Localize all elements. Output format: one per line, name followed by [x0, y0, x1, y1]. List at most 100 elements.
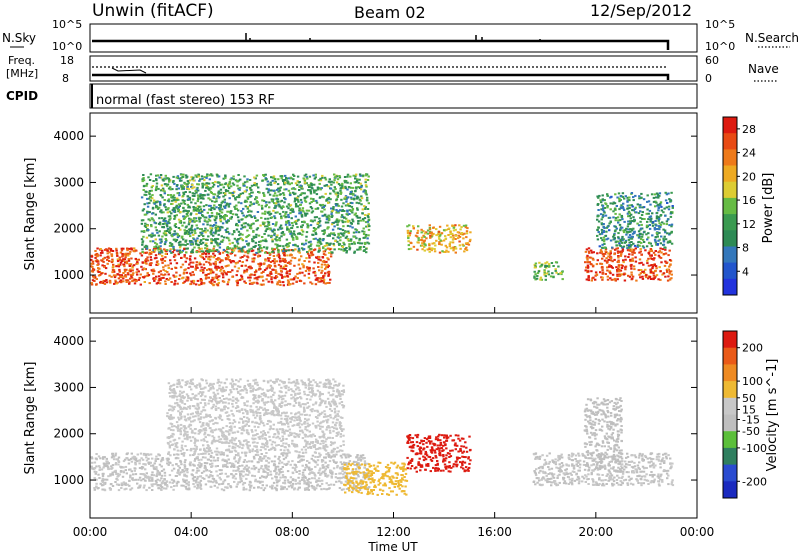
data-cell: [194, 209, 197, 212]
data-cell: [640, 241, 643, 244]
data-cell: [357, 186, 360, 188]
data-cell: [283, 463, 286, 466]
data-cell: [147, 218, 150, 221]
data-cell: [631, 235, 634, 238]
data-cell: [181, 176, 184, 178]
data-cell: [241, 212, 244, 215]
data-cell: [224, 194, 227, 197]
data-cell: [167, 187, 171, 190]
data-cell: [293, 264, 296, 267]
data-cell: [275, 479, 278, 482]
data-cell: [290, 254, 293, 256]
data-cell: [296, 198, 299, 201]
data-cell: [121, 254, 124, 257]
data-cell: [264, 238, 267, 241]
data-cell: [341, 453, 345, 456]
data-cell: [212, 231, 215, 234]
data-cell: [211, 200, 214, 203]
data-cell: [536, 272, 540, 275]
data-cell: [628, 253, 631, 256]
data-cell: [657, 225, 661, 228]
data-cell: [120, 482, 123, 485]
data-cell: [281, 257, 284, 260]
data-cell: [554, 269, 557, 272]
data-cell: [621, 226, 624, 229]
data-cell: [223, 205, 227, 208]
data-cell: [191, 474, 194, 477]
data-cell: [217, 233, 220, 236]
data-cell: [210, 471, 213, 473]
data-cell: [170, 469, 174, 472]
data-cell: [228, 242, 232, 245]
data-cell: [284, 244, 288, 247]
data-cell: [140, 238, 144, 241]
data-cell: [164, 280, 167, 283]
data-cell: [426, 232, 429, 235]
data-cell: [653, 276, 656, 279]
data-cell: [298, 249, 301, 252]
data-cell: [193, 257, 197, 260]
data-cell: [167, 273, 170, 276]
data-cell: [224, 206, 227, 209]
data-cell: [360, 479, 363, 482]
data-cell: [241, 250, 244, 253]
data-cell: [208, 280, 211, 283]
data-cell: [282, 206, 285, 208]
data-cell: [599, 271, 602, 274]
data-cell: [246, 249, 250, 252]
data-cell: [237, 201, 240, 204]
data-cell: [536, 275, 539, 277]
data-cell: [141, 458, 145, 461]
data-cell: [173, 259, 177, 262]
data-cell: [617, 237, 620, 240]
data-cell: [177, 203, 181, 206]
data-cell: [148, 190, 152, 192]
data-cell: [249, 265, 252, 268]
data-cell: [201, 232, 204, 235]
data-cell: [535, 277, 539, 280]
data-cell: [155, 275, 158, 278]
data-cell: [164, 264, 167, 267]
data-cell: [559, 272, 562, 275]
data-cell: [368, 225, 371, 228]
data-cell: [312, 227, 316, 229]
data-cell: [159, 194, 162, 196]
data-cell: [417, 241, 420, 244]
data-cell: [184, 191, 187, 193]
data-cell: [271, 268, 274, 271]
data-cell: [360, 456, 363, 459]
data-cell: [248, 279, 252, 282]
data-cell: [160, 477, 163, 480]
data-cell: [296, 184, 299, 186]
data-cell: [626, 231, 629, 234]
data-cell: [669, 263, 672, 266]
data-cell: [208, 178, 211, 181]
data-cell: [154, 245, 158, 248]
data-cell: [164, 482, 167, 485]
data-cell: [315, 256, 319, 259]
y-tick-label: 4000: [53, 129, 84, 143]
data-cell: [294, 220, 298, 222]
data-cell: [586, 258, 589, 261]
data-cell: [358, 178, 361, 181]
data-cell: [606, 194, 609, 197]
data-cell: [322, 280, 325, 283]
data-cell: [286, 246, 289, 249]
data-cell: [214, 465, 218, 468]
data-cell: [107, 462, 110, 465]
data-cell: [334, 220, 337, 223]
data-cell: [204, 238, 208, 241]
data-cell: [172, 180, 175, 182]
data-cell: [122, 272, 125, 274]
data-cell: [282, 486, 285, 489]
data-cell: [200, 471, 204, 474]
data-cell: [247, 266, 251, 269]
data-cell: [313, 486, 316, 489]
data-cell: [160, 277, 163, 280]
data-cell: [217, 226, 220, 229]
data-cell: [185, 271, 189, 274]
data-cell: [317, 258, 320, 261]
data-cell: [298, 189, 301, 191]
data-cell: [600, 201, 603, 204]
data-cell: [363, 217, 367, 220]
